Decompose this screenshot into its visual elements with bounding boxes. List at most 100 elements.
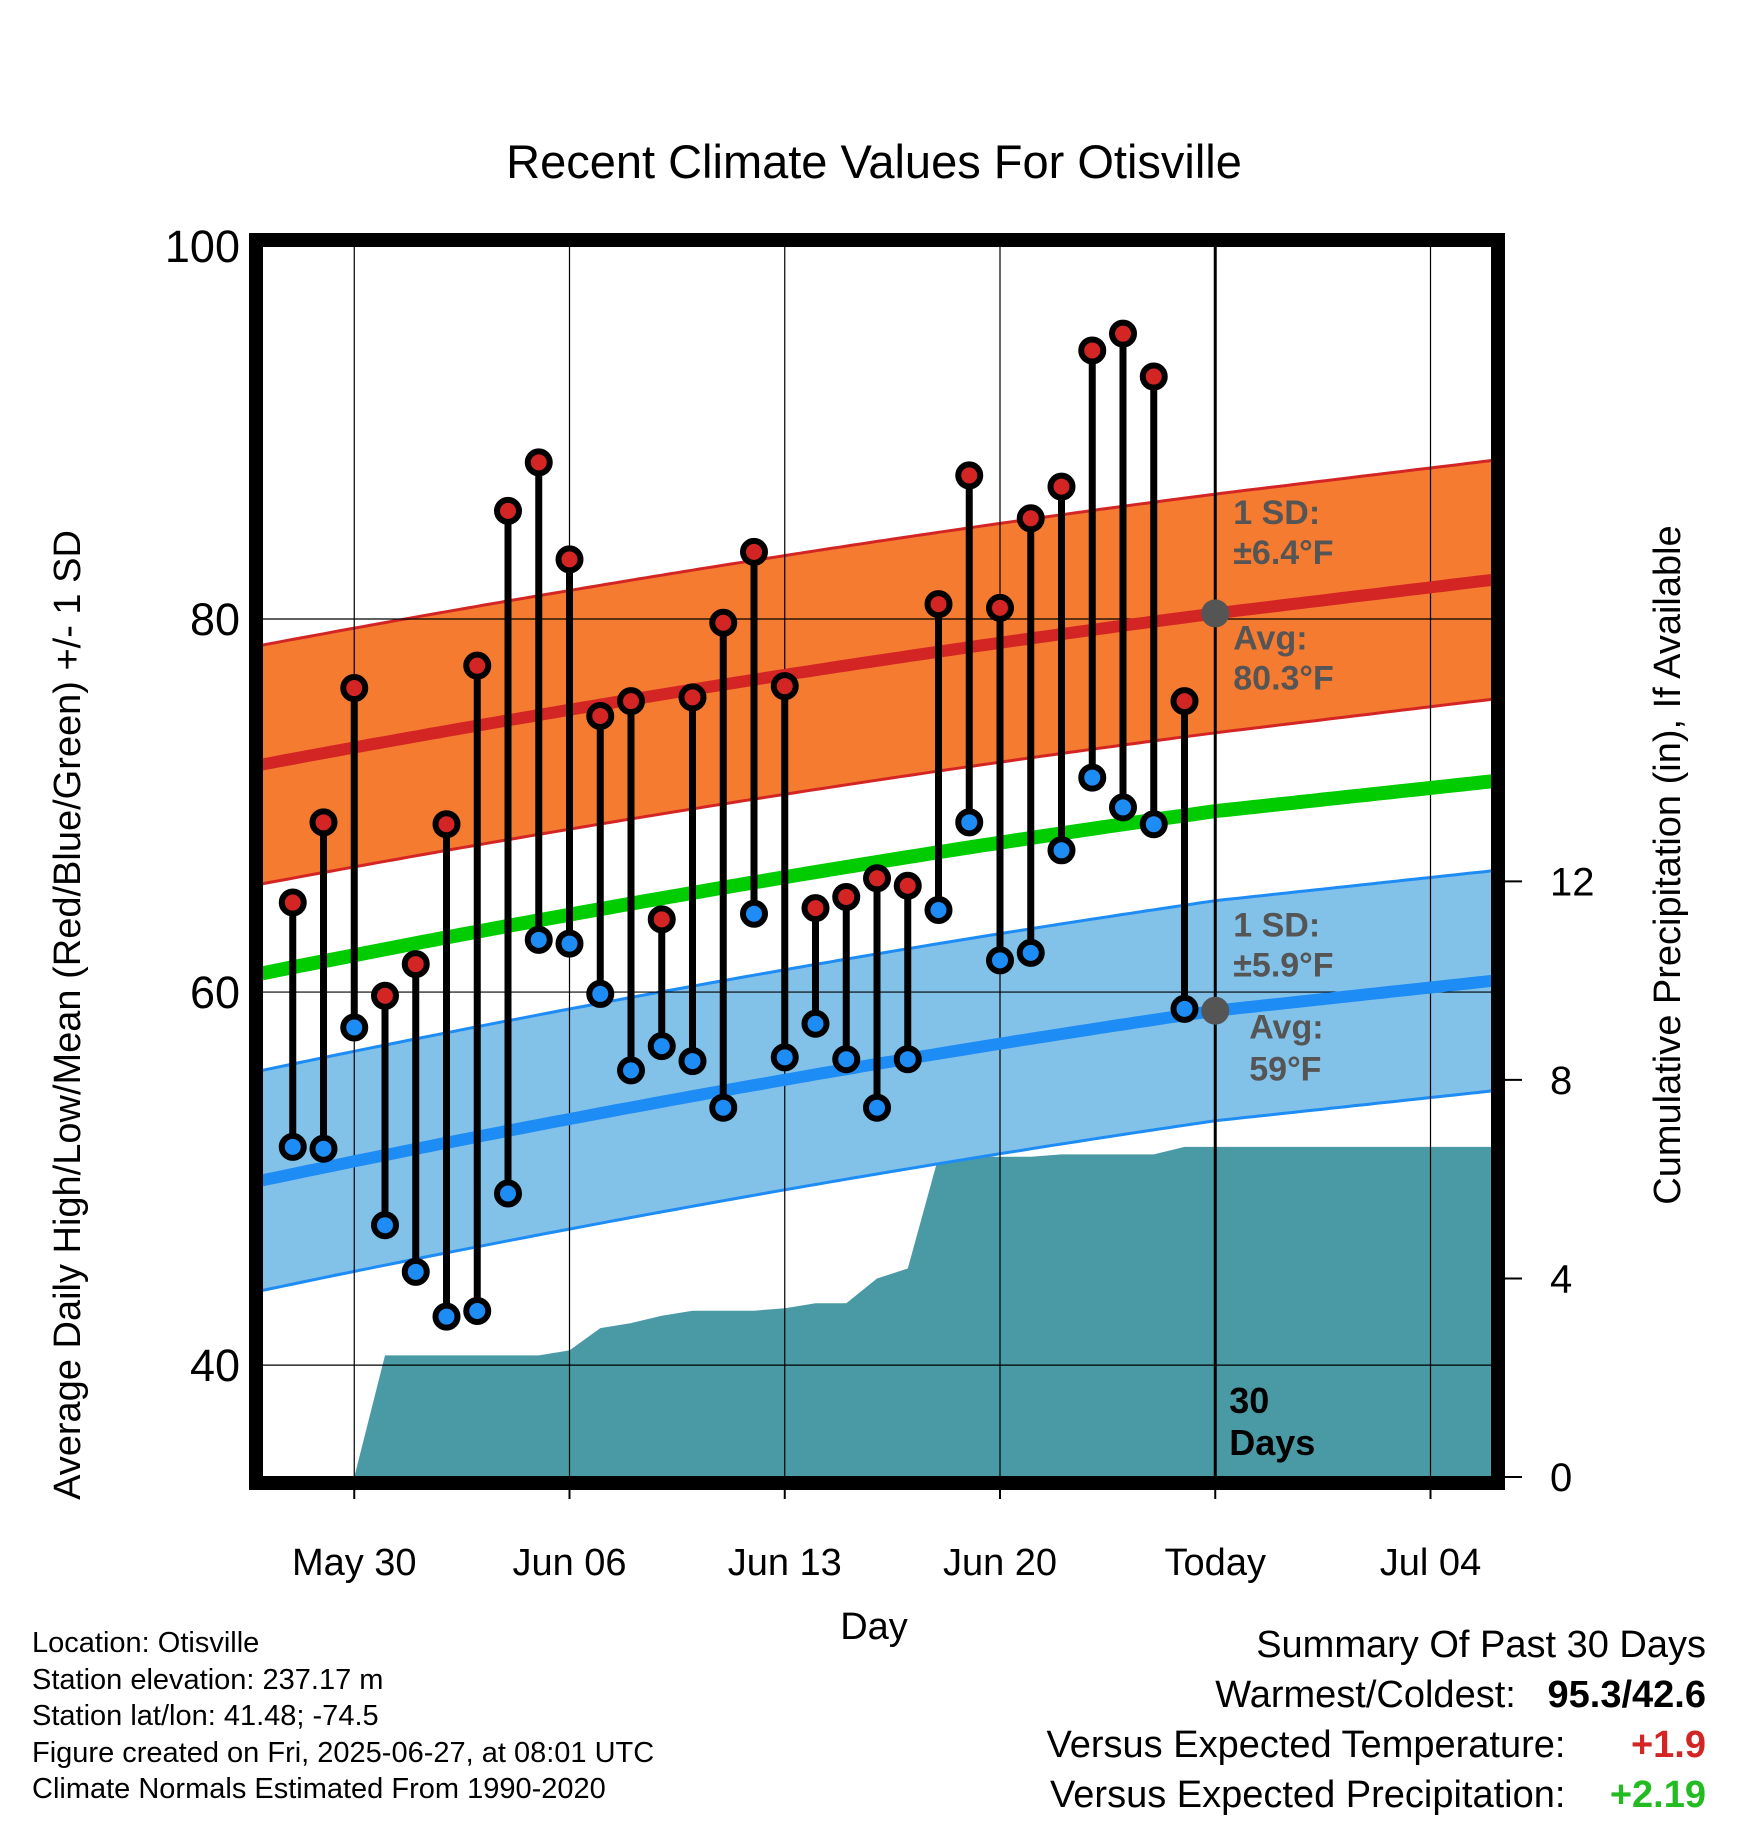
observed-low-point (770, 1043, 799, 1072)
observed-low-point (371, 1211, 399, 1240)
today-low-normal-marker (1201, 996, 1230, 1025)
summary-warm-cold-label: Warmest/Coldest: (1215, 1674, 1516, 1716)
normal-high-line (262, 573, 1492, 771)
observed-high-point (309, 808, 338, 837)
observed-high-point (1170, 687, 1199, 716)
observed-high-point (740, 537, 768, 566)
observed-high-point (432, 810, 461, 839)
observed-high-point (801, 894, 830, 923)
observed-low-point (740, 899, 768, 928)
observed-low-point (1016, 938, 1045, 967)
observed-low-point (863, 1093, 891, 1122)
station-info: Location: Otisville Station elevation: 2… (32, 1625, 654, 1808)
observed-high-point (647, 905, 676, 934)
low-sd-lower-line (262, 1089, 1492, 1292)
observed-high-point (586, 702, 615, 731)
observed-low-point (494, 1179, 522, 1208)
low-avg-label: Avg: (1249, 1009, 1323, 1047)
observed-high-point (863, 864, 891, 893)
observed-low-point (1078, 763, 1107, 792)
observed-high-point (1109, 319, 1137, 348)
y2-axis-label: Cumulative Precipitation (in), If Availa… (1647, 525, 1689, 1204)
summary-warm-cold-row: Warmest/Coldest: 95.3/42.6 (1047, 1670, 1706, 1720)
summary-temp-label: Versus Expected Temperature: (1046, 1724, 1566, 1766)
summary-temp-value: +1.9 (1630, 1724, 1706, 1766)
plot-frame (249, 233, 1505, 1490)
summary-precip-label: Versus Expected Precipitation: (1050, 1774, 1566, 1816)
y2-tick-label: 12 (1550, 860, 1595, 904)
observed-high-point (986, 593, 1014, 622)
observed-high-point (678, 683, 707, 712)
low-sd-label: 1 SD: (1233, 907, 1320, 945)
observed-low-point (524, 925, 553, 954)
observed-high-point (555, 545, 584, 574)
observed-high-point (494, 496, 522, 525)
observed-high-point (1139, 362, 1168, 391)
observed-high-point (770, 672, 799, 701)
observed-low-point (340, 1013, 369, 1042)
observed-high-point (709, 608, 738, 637)
observed-low-point (678, 1047, 707, 1076)
period-label-number: 30 (1229, 1380, 1269, 1421)
observed-low-point (278, 1132, 307, 1161)
observed-low-point (955, 808, 984, 837)
observed-high-point (463, 651, 492, 680)
observed-high-point (340, 674, 369, 703)
summary-warm-cold-value: 95.3/42.6 (1547, 1674, 1706, 1716)
x-tick-label: Jun 06 (512, 1542, 626, 1584)
observed-low-point (1170, 994, 1199, 1023)
y-tick-label: 80 (190, 594, 240, 645)
observed-low-point (709, 1093, 738, 1122)
x-tick-label: Jun 20 (943, 1542, 1057, 1584)
observed-low-point (1047, 836, 1076, 865)
observed-low-point (617, 1056, 645, 1085)
info-created: Figure created on Fri, 2025-06-27, at 08… (32, 1736, 655, 1769)
observed-high-point (893, 871, 922, 900)
observed-high-point (617, 687, 645, 716)
observed-high-point (1047, 472, 1076, 501)
x-tick-label: Jul 04 (1380, 1542, 1481, 1584)
high-sd-value: ±6.4°F (1233, 534, 1333, 572)
observed-low-point (1139, 810, 1168, 839)
observed-low-point (432, 1302, 461, 1331)
precip-area (354, 1146, 1492, 1477)
observed-high-point (524, 448, 553, 477)
normal-mean-line (262, 774, 1492, 981)
y-tick-label: 100 (165, 221, 240, 272)
observed-high-point (278, 888, 307, 917)
high-sd-lower-line (262, 697, 1492, 886)
high-sd-upper-line (262, 459, 1492, 647)
observed-low-point (986, 946, 1014, 975)
observed-high-point (401, 950, 430, 979)
chart-title: Recent Climate Values For Otisville (506, 135, 1242, 188)
info-normals: Climate Normals Estimated From 1990-2020 (32, 1773, 606, 1805)
y2-tick-label: 4 (1550, 1257, 1572, 1301)
y2-tick-label: 8 (1550, 1059, 1572, 1103)
y-tick-label: 60 (190, 967, 240, 1018)
observed-high-point (1078, 336, 1107, 365)
y-axis-label: Average Daily High/Low/Mean (Red/Blue/Gr… (47, 530, 89, 1500)
observed-low-point (309, 1134, 338, 1163)
observed-high-point (924, 590, 953, 619)
y-tick-label: 40 (190, 1340, 240, 1391)
observed-high-point (832, 882, 861, 911)
high-avg-label: Avg: (1233, 619, 1307, 657)
observed-high-point (371, 981, 399, 1010)
summary-temp-row: Versus Expected Temperature: +1.9 (1047, 1720, 1706, 1770)
observed-low-point (586, 979, 615, 1008)
summary-title: Summary Of Past 30 Days (1256, 1624, 1706, 1666)
observed-low-point (801, 1009, 830, 1038)
high-sd-label: 1 SD: (1233, 494, 1320, 532)
summary-precip-row: Versus Expected Precipitation: +2.19 (1047, 1770, 1706, 1820)
x-tick-label: Jun 13 (728, 1542, 842, 1584)
x-axis-label: Day (840, 1606, 908, 1648)
summary-precip-value: +2.19 (1609, 1774, 1706, 1816)
low-sd-value: ±5.9°F (1233, 947, 1333, 985)
y2-tick-label: 0 (1550, 1456, 1572, 1500)
low-avg-value: 59°F (1249, 1051, 1321, 1089)
x-tick-label: Today (1165, 1542, 1266, 1584)
x-tick-label: May 30 (292, 1542, 417, 1584)
plot-inner (262, 246, 1492, 1477)
today-high-normal-marker (1201, 599, 1230, 628)
